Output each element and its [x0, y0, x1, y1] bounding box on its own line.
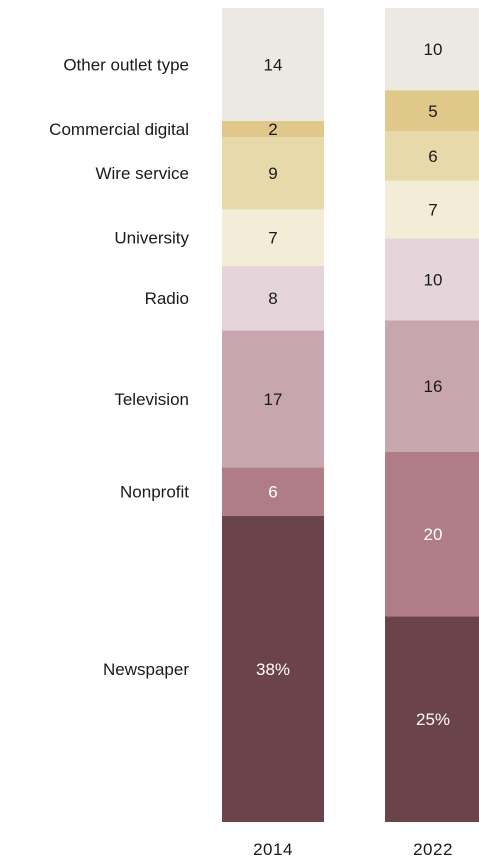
bar-segment-commercial-digital-2014	[222, 120, 324, 137]
category-label-newspaper: Newspaper	[103, 660, 189, 679]
segment-value-labels: 38% 6 17 8 7 9 2 14 25% 20 16 10 7 6 5 10	[256, 40, 450, 729]
bar-segment-newspaper-2014	[222, 515, 324, 822]
data-label-radio-2022: 10	[424, 270, 443, 289]
year-label-2022: 2022	[413, 840, 453, 859]
category-label-other-outlet-type: Other outlet type	[63, 55, 189, 74]
bar-segment-university-2022	[385, 180, 479, 239]
bar-segment-university-2014	[222, 209, 324, 266]
bar-segment-wire-service-2022	[385, 131, 479, 181]
category-label-commercial-digital: Commercial digital	[49, 120, 189, 139]
category-label-radio: Radio	[145, 289, 189, 308]
bar-segment-other-outlet-type-2014	[222, 8, 324, 121]
category-label-university: University	[114, 229, 189, 248]
data-label-university-2022: 7	[428, 200, 437, 219]
bar-segments	[222, 8, 479, 822]
data-label-commercial-digital-2022: 5	[428, 102, 437, 121]
data-label-wire-service-2014: 9	[268, 164, 277, 183]
data-label-nonprofit-2022: 20	[424, 525, 443, 544]
data-label-other-outlet-type-2014: 14	[264, 55, 283, 74]
category-label-nonprofit: Nonprofit	[120, 483, 189, 502]
bar-segment-other-outlet-type-2022	[385, 8, 479, 91]
bar-segment-radio-2022	[385, 238, 479, 321]
data-label-other-outlet-type-2022: 10	[424, 40, 443, 59]
bar-segment-nonprofit-2014	[222, 467, 324, 516]
bar-segment-commercial-digital-2022	[385, 90, 479, 132]
year-labels: 2014 2022	[253, 840, 453, 859]
year-label-2014: 2014	[253, 840, 293, 859]
bar-segment-newspaper-2022	[385, 616, 479, 822]
data-label-television-2014: 17	[264, 390, 283, 409]
bar-segment-radio-2014	[222, 265, 324, 331]
category-labels: Newspaper Nonprofit Television Radio Univers…	[49, 55, 189, 678]
data-label-university-2014: 7	[268, 229, 277, 248]
data-label-newspaper-2014: 38%	[256, 660, 290, 679]
category-label-wire-service: Wire service	[95, 164, 189, 183]
bar-segment-television-2014	[222, 330, 324, 468]
data-label-wire-service-2022: 6	[428, 147, 437, 166]
data-label-television-2022: 16	[424, 377, 443, 396]
data-label-commercial-digital-2014: 2	[268, 120, 277, 139]
bar-segment-wire-service-2014	[222, 136, 324, 210]
data-label-newspaper-2022: 25%	[416, 710, 450, 729]
data-label-radio-2014: 8	[268, 289, 277, 308]
bar-segment-nonprofit-2022	[385, 452, 479, 617]
category-label-television: Television	[114, 390, 189, 409]
data-label-nonprofit-2014: 6	[268, 483, 277, 502]
bar-segment-television-2022	[385, 320, 479, 452]
